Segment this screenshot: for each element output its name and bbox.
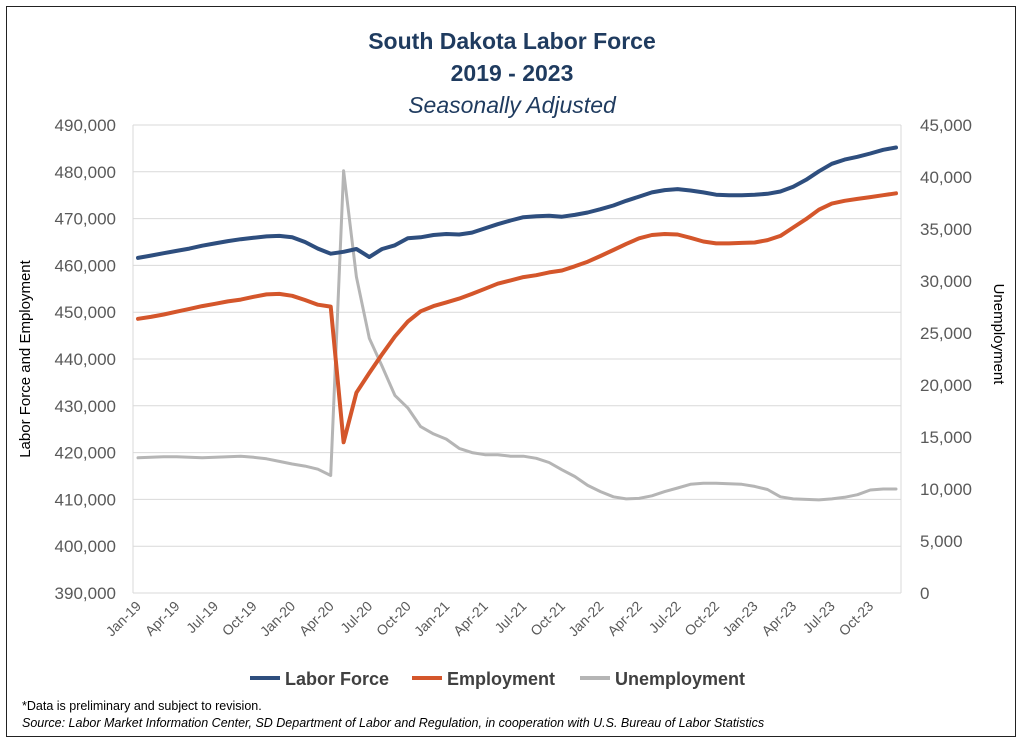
x-tick-label: Jan-23 (719, 598, 761, 640)
y-right-tick-label: 10,000 (920, 480, 972, 499)
x-tick-label: Jan-22 (565, 598, 607, 640)
x-tick-label: Oct-20 (373, 598, 414, 639)
y-right-tick-label: 40,000 (920, 168, 972, 187)
y-left-tick-label: 420,000 (55, 444, 116, 463)
y-right-tick-label: 25,000 (920, 324, 972, 343)
x-tick-label: Jan-20 (257, 598, 299, 640)
chart-subtitle-adjustment: Seasonally Adjusted (408, 92, 616, 118)
y-right-axis-title: Unemployment (990, 284, 1007, 386)
x-tick-label: Jul-23 (800, 598, 838, 636)
legend-label-labor-force: Labor Force (285, 669, 389, 689)
y-right-tick-label: 0 (920, 584, 929, 603)
footnote: *Data is preliminary and subject to revi… (22, 699, 262, 713)
y-left-tick-label: 440,000 (55, 350, 116, 369)
y-right-tick-label: 30,000 (920, 272, 972, 291)
source-note: Source: Labor Market Information Center,… (22, 716, 765, 730)
series-line-employment (136, 191, 898, 445)
x-tick-label: Apr-22 (604, 598, 645, 639)
y-left-tick-label: 460,000 (55, 256, 116, 275)
chart-frame (6, 6, 1016, 737)
y-left-tick-label: 390,000 (55, 584, 116, 603)
y-left-tick-label: 470,000 (55, 210, 116, 229)
y-left-tick-label: 430,000 (55, 397, 116, 416)
y-right-tick-label: 35,000 (920, 220, 972, 239)
y-left-axis-title: Labor Force and Employment (17, 259, 34, 457)
y-right-tick-label: 15,000 (920, 428, 972, 447)
x-tick-label: Jul-22 (645, 598, 683, 636)
legend-label-unemployment: Unemployment (615, 669, 745, 689)
series-line-unemployment (136, 169, 898, 502)
legend-label-employment: Employment (447, 669, 555, 689)
y-left-tick-label: 490,000 (55, 116, 116, 135)
x-tick-label: Oct-23 (835, 598, 876, 639)
chart-title: South Dakota Labor Force (368, 28, 656, 54)
y-left-tick-label: 410,000 (55, 490, 116, 509)
chart-subtitle-years: 2019 - 2023 (450, 60, 574, 86)
x-tick-label: Jul-19 (183, 598, 221, 636)
x-tick-label: Oct-22 (681, 598, 722, 639)
y-left-tick-label: 480,000 (55, 163, 116, 182)
y-left-tick-label: 400,000 (55, 537, 116, 556)
y-right-tick-label: 45,000 (920, 116, 972, 135)
x-tick-label: Apr-21 (450, 598, 491, 639)
series-line-labor-force (136, 145, 898, 260)
x-tick-label: Apr-20 (296, 598, 337, 639)
x-tick-label: Jul-21 (491, 598, 529, 636)
x-tick-label: Apr-19 (142, 598, 183, 639)
y-left-tick-label: 450,000 (55, 303, 116, 322)
x-tick-label: Oct-21 (527, 598, 568, 639)
x-tick-label: Jan-19 (103, 598, 145, 640)
x-tick-label: Oct-19 (219, 598, 260, 639)
x-tick-label: Jul-20 (337, 598, 375, 636)
y-right-tick-label: 5,000 (920, 532, 963, 551)
y-right-tick-label: 20,000 (920, 376, 972, 395)
x-tick-label: Apr-23 (758, 598, 799, 639)
x-tick-label: Jan-21 (411, 598, 453, 640)
